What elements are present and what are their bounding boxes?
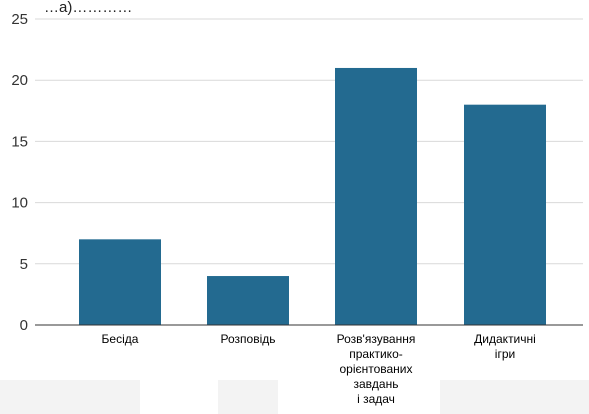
y-tick-label: 5 bbox=[20, 256, 28, 273]
bottom-strip-right bbox=[440, 380, 589, 414]
x-category-label-line: ігри bbox=[495, 347, 515, 361]
x-category-label-line: орієнтованих bbox=[339, 362, 412, 376]
y-tick-label: 10 bbox=[11, 195, 28, 212]
header-text: …а)………… bbox=[44, 0, 132, 16]
x-category-label: Бесіда bbox=[102, 332, 139, 346]
bottom-strip-middle bbox=[218, 380, 278, 414]
y-tick-label: 20 bbox=[11, 72, 28, 89]
y-tick-label: 15 bbox=[11, 133, 28, 150]
bars bbox=[79, 67, 546, 326]
y-tick-label: 25 bbox=[11, 11, 28, 28]
x-axis-category-labels: Бесіда Розповідь Розв'язування практико-орі… bbox=[102, 332, 536, 406]
x-category-label: Розв'язування практико-орієнтованих завдан… bbox=[337, 332, 416, 406]
y-axis-tick-labels: 0 5 10 15 20 25 bbox=[11, 11, 28, 334]
x-category-label-line: Розповідь bbox=[221, 332, 276, 346]
x-category-label: Розповідь bbox=[221, 332, 276, 346]
y-tick-label: 0 bbox=[20, 317, 28, 334]
bottom-strip-left bbox=[0, 380, 140, 414]
x-category-label: Дидактичні ігри bbox=[474, 332, 536, 361]
x-category-label-line: практико- bbox=[349, 347, 402, 361]
bar bbox=[335, 67, 417, 326]
bar bbox=[79, 239, 161, 325]
x-category-label-line: Бесіда bbox=[102, 332, 139, 346]
x-category-label-line: Дидактичні bbox=[474, 332, 536, 346]
x-category-label-line: Розв'язування bbox=[337, 332, 416, 346]
x-category-label-line: і задач bbox=[357, 392, 395, 406]
x-category-label-line: завдань bbox=[354, 377, 399, 391]
bar bbox=[207, 276, 289, 325]
bar bbox=[464, 104, 546, 326]
